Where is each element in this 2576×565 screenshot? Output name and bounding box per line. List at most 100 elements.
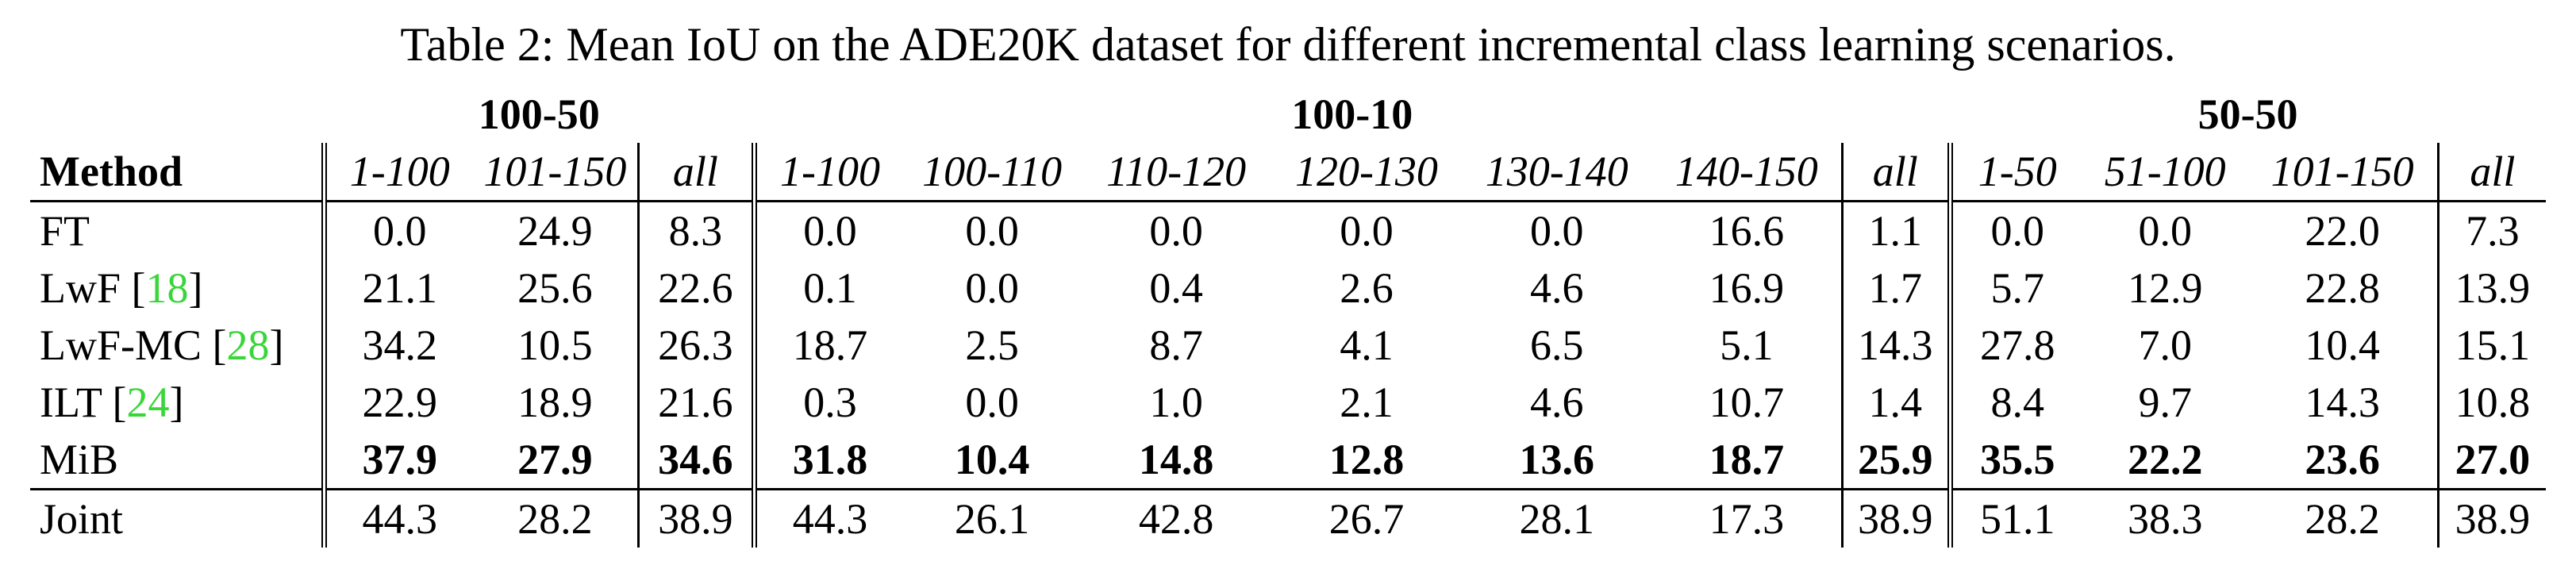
value-cell: 28.1 — [1519, 495, 1595, 543]
column-header: 1-100 — [321, 143, 473, 202]
value-cell: 0.0 — [1340, 207, 1394, 255]
method-name: Joint — [40, 495, 124, 543]
value-cell: 14.3 — [1840, 317, 1951, 374]
value-cell: 5.1 — [1720, 321, 1774, 369]
value-cell: 35.5 — [1947, 431, 2082, 490]
column-header: 1-50 — [1947, 143, 2082, 202]
value-cell: 21.6 — [636, 374, 755, 431]
value-cell: 22.6 — [636, 259, 755, 317]
value-cell: 15.1 — [2436, 317, 2546, 374]
value-cell: 37.9 — [321, 431, 473, 490]
column-header: 51-100 — [2082, 143, 2248, 202]
value-cell: 0.0 — [751, 201, 904, 259]
column-header: all — [2436, 143, 2546, 202]
method-name-cell: LwF-MC [28] — [30, 317, 324, 374]
value-cell: 7.3 — [2436, 201, 2546, 259]
value-cell: 9.7 — [2138, 379, 2192, 426]
table-row: ILT [24] 22.9 18.9 21.6 0.3 0.0 1.0 2.1 4.6 10.7 1… — [30, 374, 2546, 431]
value-cell: 25.6 — [517, 264, 593, 312]
value-cell: 42.8 — [1138, 495, 1214, 543]
group-header-100-10: 100-10 — [1291, 90, 1413, 138]
group-header-50-50: 50-50 — [2197, 90, 2298, 138]
value-cell: 16.9 — [1709, 264, 1785, 312]
value-cell: 4.1 — [1340, 321, 1394, 369]
value-cell: 0.3 — [751, 374, 904, 431]
value-cell: 26.1 — [954, 495, 1030, 543]
table-row: LwF [18] 21.1 25.6 22.6 0.1 0.0 0.4 2.6 4.6 16.9 1… — [30, 259, 2546, 317]
value-cell: 26.7 — [1328, 495, 1405, 543]
column-header-row: Method 1-100 101-150 all 1-100 100-110 1… — [30, 143, 2546, 202]
value-cell: 0.0 — [1149, 207, 1203, 255]
value-cell: 28.2 — [517, 495, 593, 543]
value-cell: 0.0 — [965, 264, 1019, 312]
citation-link[interactable]: 18 — [145, 264, 189, 312]
value-cell: 31.8 — [751, 431, 904, 490]
value-cell: 0.4 — [1149, 264, 1203, 312]
value-cell: 23.6 — [2247, 431, 2439, 490]
method-name: FT — [40, 207, 90, 255]
column-header: 130-140 — [1461, 143, 1652, 202]
value-cell: 27.0 — [2436, 431, 2546, 490]
column-header: 1-100 — [751, 143, 904, 202]
citation-link[interactable]: 24 — [126, 379, 170, 426]
value-cell: 10.5 — [517, 321, 593, 369]
value-cell: 0.0 — [2138, 207, 2192, 255]
value-cell: 44.3 — [321, 489, 473, 548]
method-name-cell: FT — [30, 202, 324, 260]
value-cell: 1.0 — [1149, 379, 1203, 426]
table-row: LwF-MC [28] 34.2 10.5 26.3 18.7 2.5 8.7 4.1 6.5 5… — [30, 317, 2546, 374]
value-cell: 4.6 — [1530, 264, 1584, 312]
value-cell: 27.8 — [1947, 317, 2082, 374]
column-header: 101-150 — [2247, 143, 2439, 202]
table-body: FT 0.0 24.9 8.3 0.0 0.0 0.0 0.0 0.0 16.6 1.1 0.0 0.0… — [30, 201, 2546, 548]
value-cell: 0.0 — [321, 201, 473, 259]
value-cell: 0.0 — [965, 207, 1019, 255]
column-header: all — [1840, 143, 1951, 202]
value-cell: 8.3 — [636, 201, 755, 259]
value-cell: 22.9 — [321, 374, 473, 431]
method-name: MiB — [40, 436, 119, 483]
value-cell: 10.7 — [1709, 379, 1785, 426]
value-cell: 2.5 — [965, 321, 1019, 369]
table-row: FT 0.0 24.9 8.3 0.0 0.0 0.0 0.0 0.0 16.6 1.1 0.0 0.0… — [30, 201, 2546, 260]
citation-link[interactable]: 28 — [226, 321, 270, 369]
value-cell: 17.3 — [1709, 495, 1785, 543]
method-name: LwF [ — [40, 264, 146, 312]
value-cell: 10.8 — [2436, 374, 2546, 431]
value-cell: 1.1 — [1840, 201, 1951, 259]
method-name: ILT [ — [40, 379, 127, 426]
citation-bracket: ] — [269, 321, 284, 369]
value-cell: 7.0 — [2138, 321, 2192, 369]
group-header-row: 100-50 100-10 50-50 — [30, 86, 2546, 143]
value-cell: 26.3 — [636, 317, 755, 374]
method-name-cell: Joint — [30, 490, 324, 548]
method-column-header: Method — [30, 143, 325, 202]
value-cell: 38.9 — [2436, 489, 2546, 548]
citation-bracket: ] — [169, 379, 184, 426]
value-cell: 38.9 — [1840, 489, 1951, 548]
value-cell: 18.9 — [517, 379, 593, 426]
table-caption: Table 2: Mean IoU on the ADE20K dataset … — [400, 18, 2176, 71]
value-cell: 14.8 — [1081, 431, 1272, 490]
value-cell: 0.1 — [751, 259, 904, 317]
method-name-cell: LwF [18] — [30, 259, 324, 317]
value-cell: 2.1 — [1340, 379, 1394, 426]
value-cell: 0.0 — [1530, 207, 1584, 255]
value-cell: 14.3 — [2305, 379, 2380, 426]
value-cell: 1.4 — [1840, 374, 1951, 431]
value-cell: 34.2 — [321, 317, 473, 374]
column-header: 120-130 — [1271, 143, 1462, 202]
value-cell: 44.3 — [751, 489, 904, 548]
value-cell: 38.9 — [636, 489, 755, 548]
value-cell: 51.1 — [1947, 489, 2082, 548]
value-cell: 6.5 — [1530, 321, 1584, 369]
value-cell: 27.9 — [472, 431, 639, 490]
value-cell: 24.9 — [517, 207, 593, 255]
value-cell: 38.3 — [2127, 495, 2203, 543]
value-cell: 0.0 — [965, 379, 1019, 426]
value-cell: 4.6 — [1530, 379, 1584, 426]
value-cell: 34.6 — [636, 431, 755, 490]
value-cell: 8.4 — [1947, 374, 2082, 431]
results-table: 100-50 100-10 50-50 Method 1-100 101-150… — [30, 86, 2546, 548]
method-name: LwF-MC [ — [40, 321, 227, 369]
